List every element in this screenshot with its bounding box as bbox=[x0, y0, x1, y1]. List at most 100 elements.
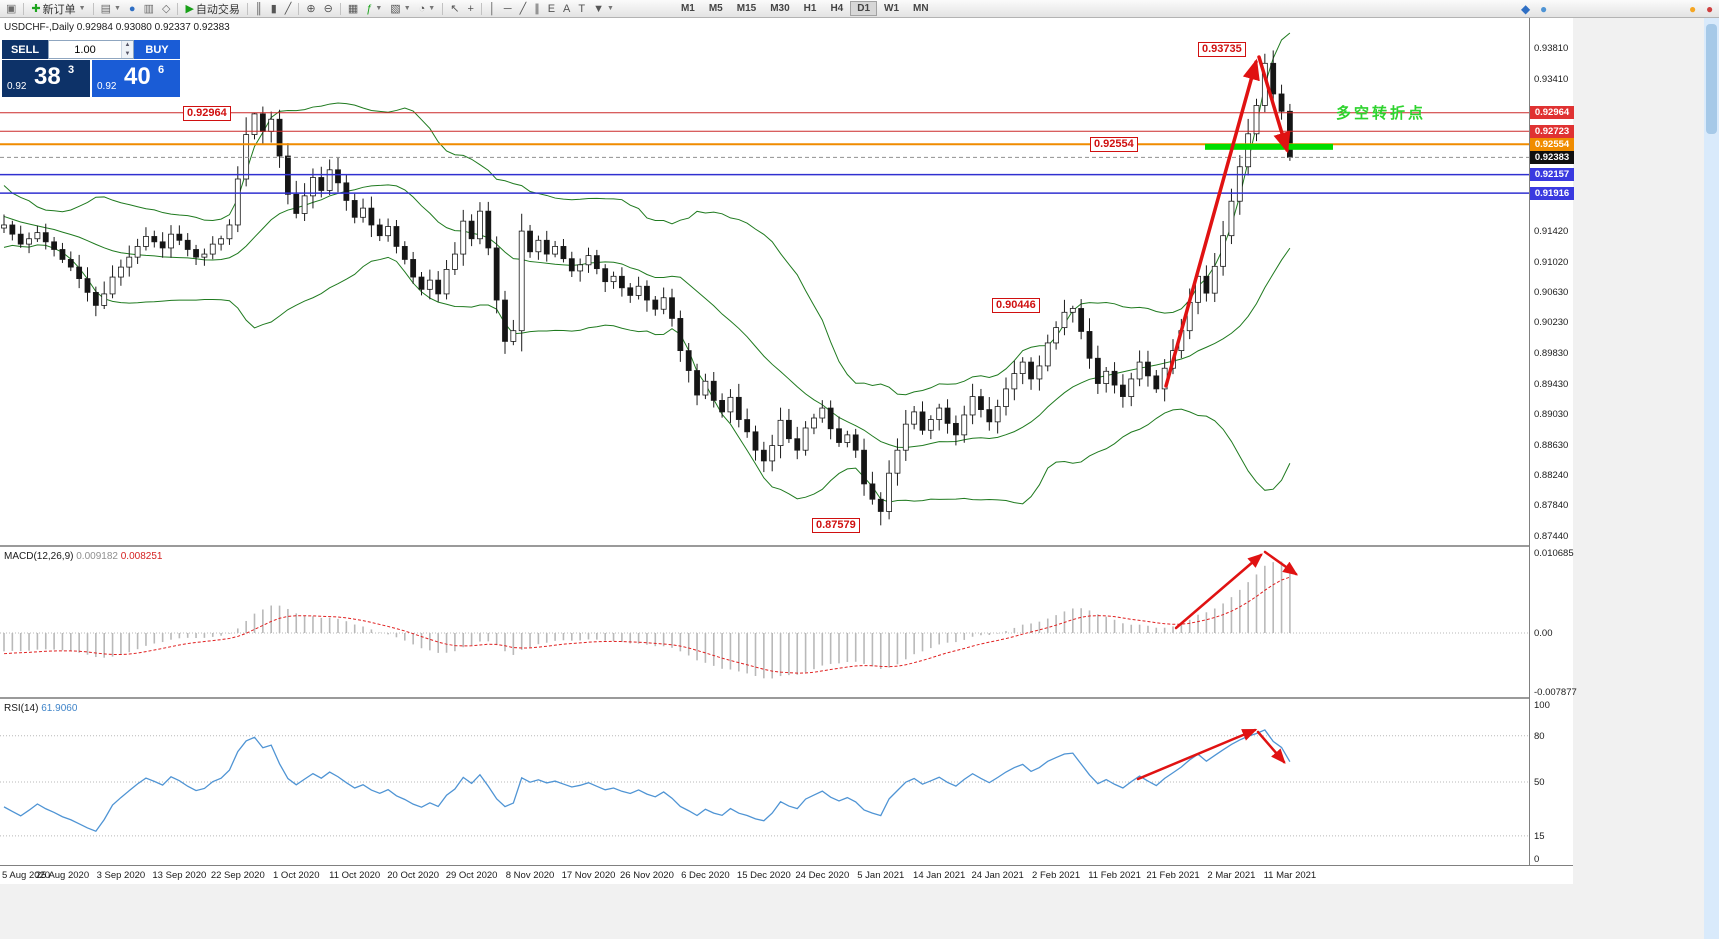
rsi-axis-label: 100 bbox=[1534, 700, 1550, 711]
price-tag-0.92554: 0.92554 bbox=[1530, 137, 1574, 151]
right-gap bbox=[1573, 18, 1704, 939]
navigator-icon: ◇ bbox=[161, 2, 171, 15]
bar-chart-icon[interactable]: ║ bbox=[251, 0, 267, 18]
price-axis-label: 0.89030 bbox=[1534, 409, 1569, 421]
arrows-icon: ▼ bbox=[593, 2, 604, 15]
indicators-icon[interactable]: ƒ ▼ bbox=[366, 2, 383, 15]
toolbar-separator bbox=[92, 2, 94, 15]
macd-splitter[interactable] bbox=[0, 545, 1573, 547]
timeframe-button-mn[interactable]: MN bbox=[913, 3, 929, 14]
chart-profiles-icon[interactable]: ▤ ▼ bbox=[100, 2, 121, 15]
bull-bear-turning-point-note[interactable]: 多空转折点 bbox=[1336, 105, 1427, 122]
scrollbar-thumb[interactable] bbox=[1706, 24, 1717, 134]
candlestick-chart-icon[interactable]: ▮ bbox=[267, 0, 281, 18]
one-click-trading-panel: SELL ▲ ▼ BUY 0.92 38 3 0.92 40 6 bbox=[2, 40, 180, 97]
rsi-axis-label: 80 bbox=[1534, 730, 1545, 742]
notification-icon[interactable]: ● bbox=[1689, 2, 1697, 16]
fibonacci-icon[interactable]: E bbox=[544, 0, 559, 18]
timeframe-button-m1[interactable]: M1 bbox=[680, 3, 695, 14]
templates-icon[interactable]: ▧ ▼ bbox=[390, 2, 411, 15]
macd-signal-line bbox=[3, 576, 1291, 674]
buy-button[interactable]: BUY bbox=[134, 40, 180, 59]
date-label: 6 Dec 2020 bbox=[681, 870, 730, 881]
crosshair-icon[interactable]: + bbox=[463, 0, 477, 18]
zoom-in-icon[interactable]: ⊕ bbox=[302, 0, 319, 18]
cursor-icon: ↖ bbox=[450, 2, 460, 15]
arrows-icon[interactable]: ▼ ▼ bbox=[593, 2, 614, 15]
date-label: 24 Jan 2021 bbox=[971, 870, 1024, 881]
data-window-icon[interactable]: ▥ bbox=[140, 0, 158, 18]
candlesticks bbox=[1, 50, 1293, 526]
rsi-splitter[interactable] bbox=[0, 697, 1573, 699]
text-icon[interactable]: A bbox=[559, 0, 574, 18]
price-axis-label: 0.90230 bbox=[1534, 317, 1569, 329]
rsi-axis-label: 15 bbox=[1534, 830, 1545, 842]
market-watch-icon[interactable]: ● bbox=[125, 0, 140, 18]
bar-chart-icon: ║ bbox=[254, 2, 263, 15]
timeframe-button-w1[interactable]: W1 bbox=[884, 3, 900, 14]
date-label: 22 Sep 2020 bbox=[210, 870, 265, 881]
help-icon[interactable]: ● bbox=[1706, 2, 1714, 16]
price-axis-label: 0.87440 bbox=[1534, 530, 1569, 542]
rsi-line bbox=[3, 729, 1291, 833]
trendline-icon[interactable]: ╱ bbox=[516, 0, 531, 18]
indicators-icon: ƒ bbox=[366, 2, 373, 15]
macd-axis-label: 0.010685 bbox=[1534, 548, 1574, 559]
price-tag-0.92723: 0.92723 bbox=[1530, 124, 1574, 138]
community-icon[interactable]: ◆ bbox=[1521, 2, 1531, 16]
navigator-icon[interactable]: ◇ bbox=[158, 0, 174, 18]
date-label: 24 Dec 2020 bbox=[795, 870, 850, 881]
sell-button[interactable]: SELL bbox=[2, 40, 48, 59]
price-callout-0.87579[interactable]: 0.87579 bbox=[812, 518, 860, 533]
price-callout-0.93735[interactable]: 0.93735 bbox=[1198, 42, 1246, 57]
volume-input[interactable] bbox=[49, 41, 121, 58]
toolbar-separator bbox=[298, 2, 300, 15]
rsi-pane-canvas[interactable] bbox=[0, 699, 1529, 865]
new-order-button[interactable]: ✚ 新订单 ▼ bbox=[31, 2, 86, 16]
autotrade-button[interactable]: ▶ 自动交易 bbox=[185, 2, 240, 16]
timeframe-button-m30[interactable]: M30 bbox=[770, 3, 790, 14]
chart-profiles-icon: ▤ bbox=[100, 2, 111, 15]
label-icon[interactable]: T bbox=[574, 0, 589, 18]
price-callout-0.92554[interactable]: 0.92554 bbox=[1090, 137, 1138, 152]
line-chart-icon[interactable]: ╱ bbox=[281, 0, 296, 18]
market-watch-icon: ● bbox=[128, 2, 136, 15]
fibonacci-icon: E bbox=[547, 2, 556, 15]
date-label: 21 Feb 2021 bbox=[1146, 870, 1200, 881]
macd-axis-label: 0.00 bbox=[1534, 628, 1553, 639]
time-scale[interactable]: 5 Aug 2020 25 Aug 2020 3 Sep 2020 13 Sep 20… bbox=[0, 865, 1573, 884]
timeframe-button-h4[interactable]: H4 bbox=[830, 3, 844, 14]
macd-pane-canvas[interactable] bbox=[0, 547, 1529, 697]
sell-price-display[interactable]: 0.92 38 3 bbox=[2, 60, 90, 97]
rsi-label: RSI(14) bbox=[4, 703, 39, 714]
timeframe-button-d1[interactable]: D1 bbox=[850, 1, 878, 16]
macd-signal-value: 0.008251 bbox=[120, 551, 163, 562]
price-scale[interactable]: 0.93810 0.93410 0.91420 0.91020 0.90630 0.902… bbox=[1529, 18, 1577, 884]
timeframe-button-m15[interactable]: M15 bbox=[736, 3, 757, 14]
buy-price-display[interactable]: 0.92 40 6 bbox=[92, 60, 180, 97]
price-chart-canvas[interactable] bbox=[0, 18, 1529, 545]
timeframe-button-m5[interactable]: M5 bbox=[708, 3, 723, 14]
macd-main-value: 0.009182 bbox=[76, 551, 118, 562]
volume-decrease-button[interactable]: ▼ bbox=[122, 49, 133, 58]
chat-icon[interactable]: ● bbox=[1540, 2, 1548, 16]
vertical-scrollbar[interactable] bbox=[1704, 18, 1719, 939]
bollinger-middle-band bbox=[3, 184, 1291, 449]
price-axis-label: 0.89430 bbox=[1534, 378, 1569, 390]
vertical-line-icon[interactable]: │ bbox=[485, 0, 500, 18]
sell-price-figure: 0.92 bbox=[7, 81, 27, 92]
price-callout-0.90446[interactable]: 0.90446 bbox=[992, 298, 1040, 313]
channel-icon[interactable]: ∥ bbox=[530, 0, 544, 18]
horizontal-line-icon[interactable]: ─ bbox=[500, 0, 516, 18]
support-zone-bar[interactable] bbox=[1205, 143, 1333, 150]
zoom-out-icon[interactable]: ⊖ bbox=[320, 0, 337, 18]
grid-icon[interactable]: ▦ bbox=[344, 0, 362, 18]
volume-increase-button[interactable]: ▲ bbox=[122, 41, 133, 50]
price-axis-label: 0.87840 bbox=[1534, 500, 1569, 512]
period-icon[interactable]: ◔ ▼ bbox=[418, 2, 436, 15]
timeframe-button-h1[interactable]: H1 bbox=[803, 3, 817, 14]
price-callout-0.92964[interactable]: 0.92964 bbox=[183, 106, 231, 121]
cursor-icon[interactable]: ↖ bbox=[446, 0, 463, 18]
terminal-icon[interactable]: ▣ bbox=[2, 0, 20, 18]
toolbar-separator bbox=[177, 2, 179, 15]
